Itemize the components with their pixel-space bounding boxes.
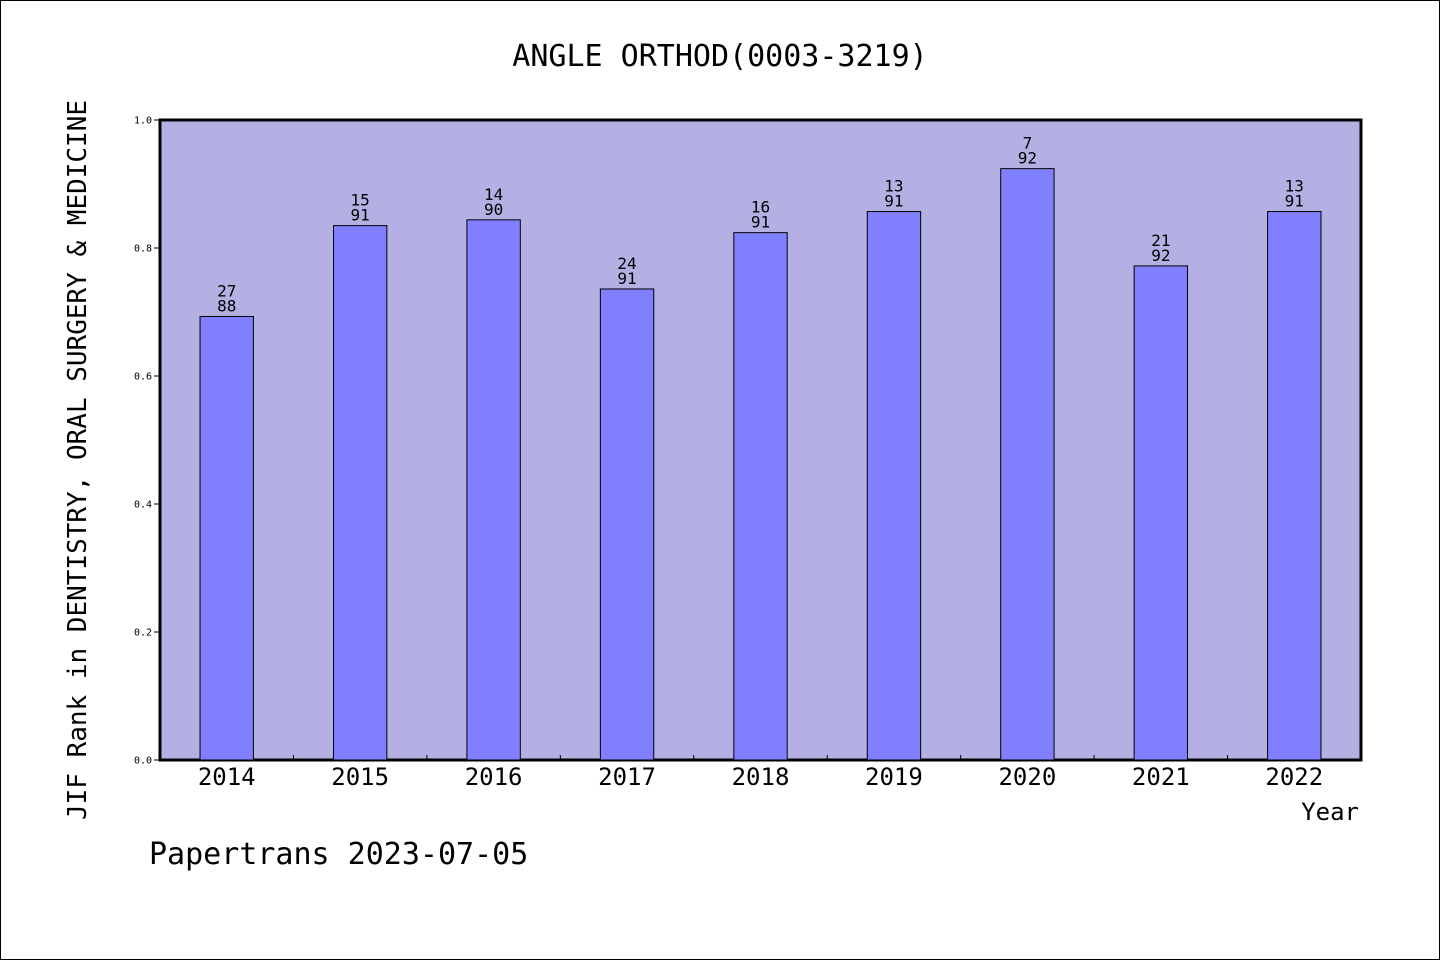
- bar-2019: [866, 211, 922, 761]
- y-tick-label: 0.4: [134, 500, 152, 511]
- y-axis: 0.0 0.2 0.4 0.6 0.8 1.0: [134, 116, 160, 767]
- bar-label-total: 91: [617, 269, 636, 288]
- x-tick-label: 2019: [865, 763, 923, 791]
- x-tick-label: 2018: [732, 763, 790, 791]
- bar-2014: [199, 315, 254, 761]
- x-tick-label: 2020: [998, 763, 1056, 791]
- x-tick-label: 2022: [1265, 763, 1323, 791]
- x-tick-label: 2015: [331, 763, 389, 791]
- y-tick-label: 0.6: [134, 372, 152, 383]
- bar-label-total: 91: [1285, 192, 1304, 211]
- bar-label-total: 91: [351, 206, 370, 225]
- x-tick-label: 2014: [198, 763, 256, 791]
- bar-label-rank: 24: [617, 254, 636, 273]
- bar-label-rank: 13: [884, 177, 903, 196]
- x-tick-label: 2017: [598, 763, 656, 791]
- bar-2017: [599, 288, 655, 761]
- bar-label-total: 91: [751, 213, 770, 232]
- y-tick-label: 1.0: [134, 116, 152, 127]
- bar-label-rank: 15: [351, 191, 370, 210]
- bar-label-rank: 13: [1285, 177, 1304, 196]
- bar-2015: [332, 225, 388, 761]
- bar-2016: [466, 219, 521, 761]
- x-tick-label: 2016: [465, 763, 523, 791]
- bar-label-total: 92: [1018, 149, 1037, 168]
- footer-credit: Papertrans 2023-07-05: [149, 837, 528, 872]
- y-tick-label: 0.2: [134, 628, 152, 639]
- bar-2018: [733, 232, 788, 761]
- chart-title: ANGLE ORTHOD(0003-3219): [512, 39, 927, 74]
- bar-label-total: 91: [884, 192, 903, 211]
- y-tick-label: 0.0: [134, 756, 152, 767]
- bar-label-total: 92: [1151, 246, 1170, 265]
- y-axis-label: JIF Rank in DENTISTRY, ORAL SURGERY & ME…: [63, 100, 93, 820]
- x-tick-label: 2021: [1132, 763, 1190, 791]
- bar-2021: [1133, 265, 1189, 761]
- x-axis: 2014 2015 2016 2017 2018 2019 2020 2021 2022: [198, 755, 1323, 791]
- bar-label-rank: 14: [484, 185, 503, 204]
- bar-label-rank: 27: [217, 281, 236, 300]
- bar-label-rank: 21: [1151, 231, 1170, 250]
- bar-label-rank: 16: [751, 198, 770, 217]
- bar-2022: [1267, 211, 1322, 761]
- bar-label-rank: 7: [1023, 134, 1033, 153]
- bar-label-total: 88: [217, 296, 236, 315]
- x-axis-label: Year: [1301, 798, 1359, 826]
- bar-2020: [1000, 168, 1055, 761]
- y-tick-label: 0.8: [134, 244, 152, 255]
- bar-label-total: 90: [484, 200, 503, 219]
